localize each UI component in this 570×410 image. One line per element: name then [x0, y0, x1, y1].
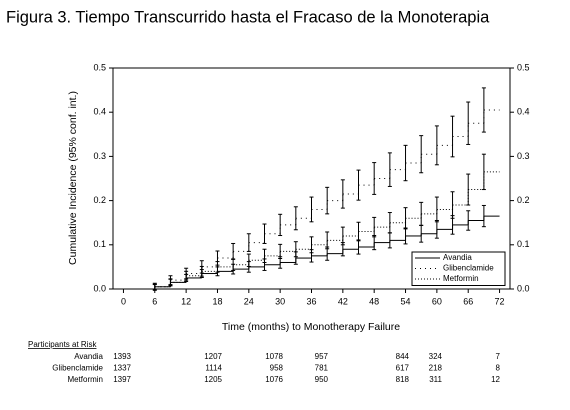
x-tick-label: 48 — [369, 296, 379, 306]
y-tick-label: 0.4 — [93, 107, 106, 117]
chart-title: Figura 3. Tiempo Transcurrido hasta el F… — [6, 8, 490, 26]
error-bar — [372, 216, 377, 238]
error-bar — [231, 258, 236, 271]
risk-count: 218 — [429, 364, 443, 373]
x-tick-label: 54 — [401, 296, 411, 306]
x-tick-label: 0 — [121, 296, 126, 306]
risk-count: 1337 — [113, 364, 131, 373]
risk-table-title: Participants at Risk — [28, 340, 97, 349]
risk-count: 950 — [315, 375, 329, 384]
error-bar — [481, 87, 486, 133]
risk-count: 7 — [496, 352, 501, 361]
error-bar — [403, 207, 408, 230]
risk-row-name: Avandia — [74, 352, 103, 361]
error-bar — [309, 236, 314, 254]
error-bar — [278, 243, 283, 260]
x-tick-label: 36 — [306, 296, 316, 306]
error-bar — [293, 206, 298, 231]
y2-tick-label: 0.1 — [517, 239, 530, 249]
risk-count: 1114 — [205, 364, 222, 373]
error-bar — [262, 248, 267, 263]
error-bar — [325, 186, 330, 215]
error-bar — [356, 221, 361, 242]
risk-count: 844 — [396, 352, 410, 361]
x-tick-label: 18 — [212, 296, 222, 306]
x-tick-label: 42 — [338, 296, 348, 306]
error-bar — [387, 152, 392, 187]
y-tick-label: 0.0 — [93, 283, 106, 293]
x-tick-label: 12 — [181, 296, 191, 306]
error-bar — [152, 283, 157, 290]
risk-count: 1397 — [113, 375, 131, 384]
risk-count: 958 — [270, 364, 284, 373]
risk-count: 818 — [396, 375, 410, 384]
error-bar — [403, 144, 408, 182]
error-bar — [278, 213, 283, 237]
risk-count: 957 — [315, 352, 329, 361]
error-bar — [434, 125, 439, 166]
y-tick-label: 0.5 — [93, 62, 106, 72]
error-bar — [325, 231, 330, 250]
y2-tick-label: 0.2 — [517, 195, 530, 205]
legend-label: Glibenclamide — [443, 264, 494, 273]
y2-tick-label: 0.0 — [517, 283, 530, 293]
risk-count: 12 — [491, 375, 500, 384]
error-bar — [466, 101, 471, 145]
risk-count: 617 — [396, 364, 410, 373]
error-bar — [168, 278, 173, 287]
error-bar — [184, 270, 189, 281]
error-bar — [246, 253, 251, 267]
x-tick-label: 24 — [244, 296, 254, 306]
error-bar — [450, 115, 455, 158]
error-bar — [434, 196, 439, 223]
risk-count: 8 — [496, 364, 501, 373]
risk-count: 1205 — [204, 375, 222, 384]
error-bar — [481, 204, 486, 228]
y-tick-label: 0.1 — [93, 239, 106, 249]
error-bar — [246, 233, 251, 252]
x-tick-label: 6 — [152, 296, 157, 306]
risk-row-name: Glibenclamide — [52, 364, 103, 373]
error-bar — [419, 201, 424, 226]
risk-row-name: Metformin — [67, 375, 103, 384]
legend-label: Metformin — [443, 274, 479, 283]
risk-count: 1207 — [204, 352, 222, 361]
error-bar — [450, 191, 455, 219]
x-tick-label: 72 — [495, 296, 505, 306]
x-tick-label: 60 — [432, 296, 442, 306]
error-bar — [340, 226, 345, 246]
y-axis-label: Cumulative Incidence (95% conf. int.) — [67, 91, 79, 265]
y-tick-label: 0.3 — [93, 151, 106, 161]
error-bar — [215, 261, 220, 273]
legend-label: Avandia — [443, 253, 472, 262]
risk-count: 1078 — [265, 352, 283, 361]
risk-count: 1393 — [113, 352, 131, 361]
x-tick-label: 30 — [275, 296, 285, 306]
risk-count: 311 — [429, 375, 442, 384]
y2-tick-label: 0.3 — [517, 151, 530, 161]
y2-tick-label: 0.4 — [517, 107, 530, 117]
x-tick-label: 66 — [463, 296, 473, 306]
error-bar — [262, 223, 267, 244]
error-bar — [466, 210, 471, 231]
risk-count: 1076 — [265, 375, 283, 384]
error-bar — [372, 162, 377, 195]
error-bar — [309, 196, 314, 223]
error-bar — [199, 265, 204, 277]
x-axis-label: Time (months) to Monotherapy Failure — [222, 321, 400, 333]
risk-count: 324 — [429, 352, 443, 361]
y-tick-label: 0.2 — [93, 195, 106, 205]
error-bar — [419, 135, 424, 174]
error-bar — [466, 173, 471, 206]
error-bar — [293, 241, 298, 258]
error-bar — [340, 179, 345, 209]
error-bar — [387, 212, 392, 234]
risk-count: 781 — [315, 364, 329, 373]
y2-tick-label: 0.5 — [517, 62, 530, 72]
error-bar — [481, 153, 486, 191]
error-bar — [356, 169, 361, 201]
